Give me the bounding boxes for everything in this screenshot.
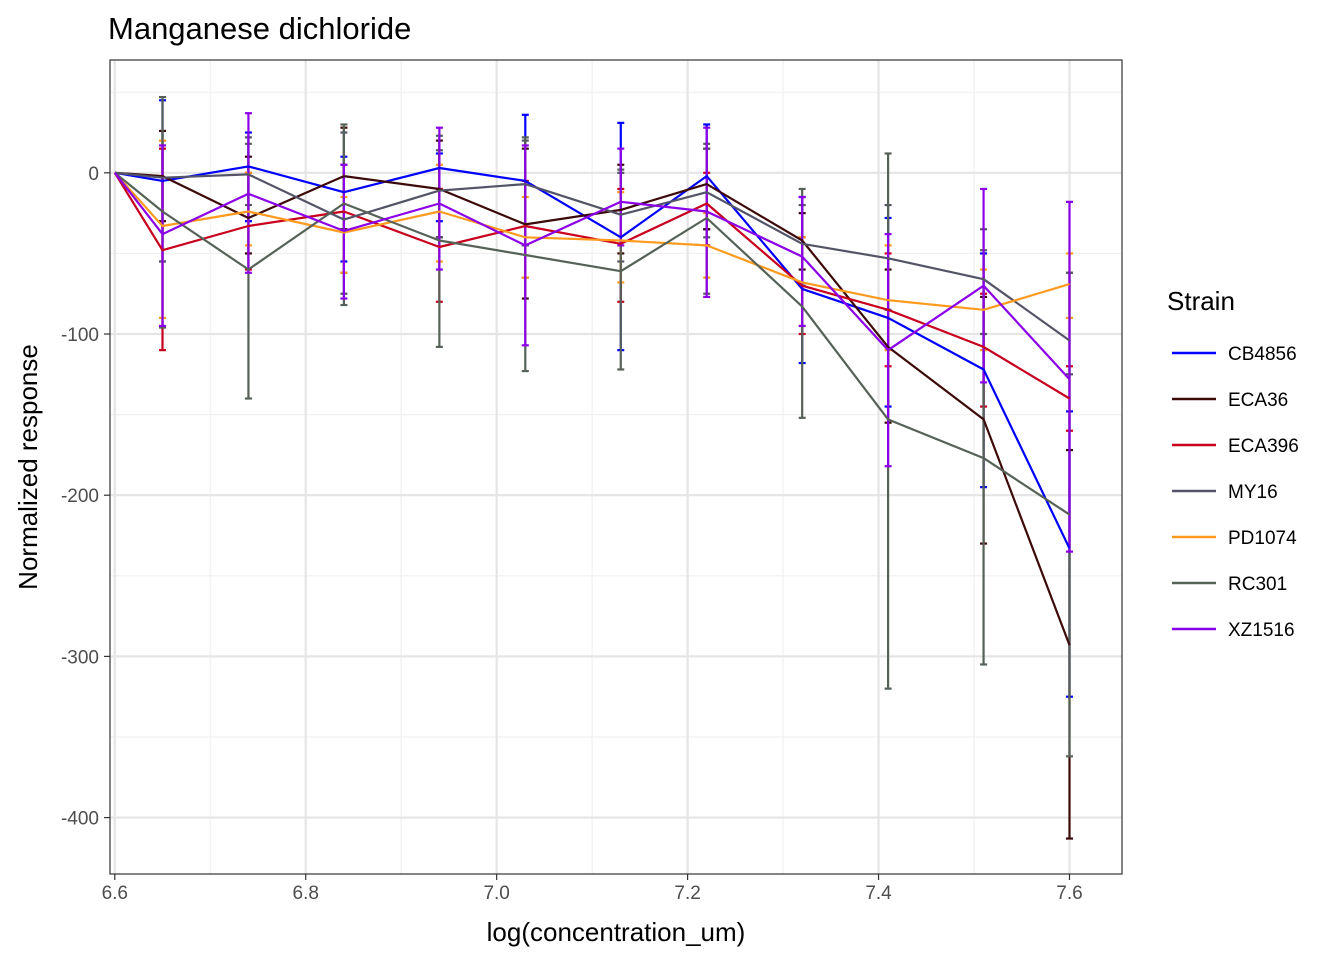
x-tick-label: 7.4 [865, 883, 892, 904]
x-tick-label: 6.8 [293, 883, 319, 904]
grid-minor [110, 60, 1122, 874]
plot-panel-border [109, 59, 1123, 875]
legend-label-xz1516: XZ1516 [1228, 620, 1295, 641]
y-tick-label: -200 [61, 486, 99, 507]
series-line-xz1516 [113, 172, 1071, 380]
legend: Strain CB4856 ECA36 ECA396 MY16 PD1074 RC301 X… [1167, 286, 1299, 641]
y-tick-label: -300 [61, 647, 99, 668]
legend-label-eca36: ECA36 [1228, 390, 1288, 411]
series-line-pd1074 [113, 172, 1070, 311]
legend-label-my16: MY16 [1228, 482, 1278, 503]
x-tick-label: 7.6 [1056, 883, 1082, 904]
y-tick-label: -400 [61, 809, 99, 830]
error-bars [159, 95, 1073, 840]
series-line-cb4856 [114, 165, 1071, 549]
y-axis-title: Normalized response [13, 344, 43, 590]
legend-label-pd1074: PD1074 [1228, 528, 1297, 549]
grid-major [110, 60, 1122, 874]
chart-title: Manganese dichloride [108, 11, 411, 46]
x-tick-label: 7.2 [674, 883, 700, 904]
y-tick-label: 0 [88, 164, 99, 185]
series-line-eca396 [113, 172, 1071, 400]
y-axis: 0 -100 -200 -300 -400 [61, 164, 110, 830]
x-tick-label: 7.0 [483, 883, 509, 904]
legend-label-eca396: ECA396 [1228, 436, 1299, 457]
legend-title: Strain [1167, 286, 1235, 316]
series-line-my16 [114, 171, 1071, 342]
x-axis: 6.6 6.8 7.0 7.2 7.4 7.6 [102, 874, 1083, 904]
series-lines [113, 165, 1071, 646]
series-line-rc301 [114, 171, 1071, 516]
x-axis-title: log(concentration_um) [487, 917, 746, 947]
y-tick-label: -100 [61, 325, 99, 346]
legend-label-rc301: RC301 [1228, 574, 1287, 595]
x-tick-label: 6.6 [102, 883, 128, 904]
legend-label-cb4856: CB4856 [1228, 344, 1297, 365]
series-line-eca36 [114, 171, 1071, 646]
